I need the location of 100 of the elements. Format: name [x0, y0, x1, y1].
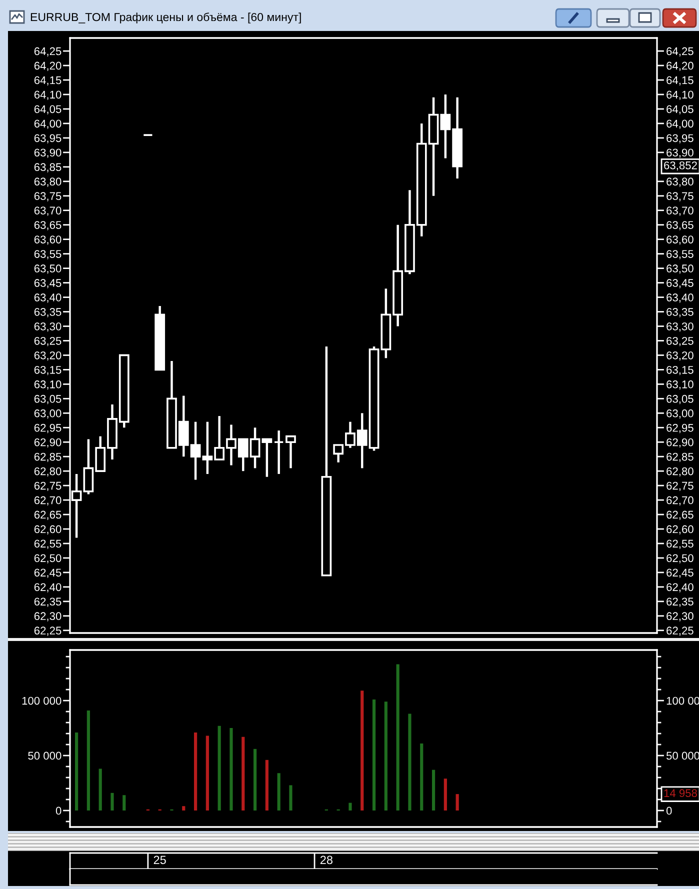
- y2-tick-label: 63,30: [666, 322, 694, 332]
- y-tick-label: 64,20: [34, 62, 62, 71]
- y2-tick-label: 64,20: [666, 62, 694, 71]
- y2-tick-label: 63,10: [666, 380, 694, 390]
- y-tick-label: 62,40: [34, 583, 62, 592]
- y2-tick-label: 63,00: [666, 409, 694, 419]
- y2-tick-label: 62,75: [666, 482, 694, 491]
- y2-tick-label: 63,90: [666, 148, 694, 158]
- bar: [396, 664, 400, 811]
- y2-tick-label: 62,45: [666, 568, 694, 578]
- y2-tick-label: 62,55: [666, 540, 694, 549]
- y-tick-label: 63,05: [34, 394, 62, 404]
- y2-tick-label: 62,95: [666, 424, 694, 434]
- y2-tick-label: 63,55: [666, 250, 694, 260]
- y2-tick-label: 0: [666, 806, 672, 815]
- y-tick-label: 62,55: [34, 540, 62, 549]
- y2-tick-label: 63,50: [666, 264, 694, 274]
- y-tick-label: 63,60: [34, 236, 62, 245]
- y2-tick-label: 63,95: [666, 134, 694, 144]
- bar: [384, 702, 388, 811]
- bar: [277, 773, 280, 811]
- bar: [348, 802, 352, 811]
- bar: [289, 785, 292, 811]
- y2-tick-label: 62,35: [666, 598, 694, 607]
- x-tick-label: 28: [320, 856, 332, 864]
- y2-tick-label: 63,35: [666, 308, 694, 318]
- y-tick-label: 62,75: [34, 482, 62, 491]
- bar: [265, 760, 268, 811]
- y2-tick-label: 64,15: [666, 76, 694, 86]
- text: 14 958: [664, 789, 697, 798]
- y-tick-label: 63,25: [34, 336, 62, 346]
- y-tick-label: 63,50: [34, 264, 62, 274]
- bar: [98, 768, 102, 811]
- y-tick-label: 63,70: [34, 206, 62, 216]
- bar: [253, 748, 257, 811]
- bar: [75, 732, 78, 811]
- bar: [420, 743, 424, 811]
- y2-tick-label: 62,40: [666, 583, 694, 592]
- candlestick: [286, 435, 296, 470]
- y-tick-label: 63,20: [34, 351, 62, 361]
- y2-tick-label: 63,25: [666, 336, 694, 346]
- y-tick-label: 63,75: [34, 192, 62, 202]
- bar: [456, 794, 459, 811]
- y-tick-label: 63,65: [34, 221, 62, 230]
- y-tick-label: 62,45: [34, 568, 62, 578]
- y-tick-label: 64,10: [34, 90, 62, 100]
- y-tick-label: 62,50: [34, 554, 62, 564]
- y-tick-label: 62,95: [34, 424, 62, 434]
- y2-tick-label: 64,10: [666, 90, 694, 100]
- y-tick-label: 63,40: [34, 294, 62, 303]
- y-tick-label: 62,85: [34, 452, 62, 462]
- y-tick-label: 64,05: [34, 105, 62, 114]
- y2-tick-label: 62,85: [666, 452, 694, 462]
- y2-tick-label: 62,25: [666, 626, 694, 636]
- bar: [182, 806, 186, 811]
- y-tick-label: 100 000: [22, 696, 62, 705]
- y2-tick-label: 63,80: [666, 178, 694, 187]
- y-tick-label: 62,30: [34, 612, 62, 622]
- y2-tick-label: 63,75: [666, 192, 694, 202]
- x-tick-label: 25: [154, 856, 166, 864]
- y2-tick-label: 63,40: [666, 294, 694, 303]
- bar: [206, 736, 209, 811]
- y2-tick-label: 63,60: [666, 236, 694, 245]
- y2-tick-label: 62,60: [666, 525, 694, 534]
- bar: [242, 736, 245, 811]
- candlestick: [274, 429, 284, 476]
- y-tick-label: 63,15: [34, 366, 62, 376]
- y2-tick-label: 63,05: [666, 394, 694, 404]
- y2-tick-label: 63,70: [666, 206, 694, 216]
- y-tick-label: 62,90: [34, 438, 62, 448]
- y2-tick-label: 62,50: [666, 554, 694, 564]
- y2-tick-label: 64,00: [666, 120, 694, 129]
- y2-tick-label: 62,30: [666, 612, 694, 622]
- bar: [408, 714, 412, 811]
- y-tick-label: 0: [56, 806, 62, 815]
- y-tick-label: 64,25: [34, 47, 62, 56]
- y2-tick-label: 63,20: [666, 351, 694, 361]
- bar: [194, 732, 198, 811]
- y2-tick-label: 63,45: [666, 279, 694, 288]
- y-tick-label: 63,90: [34, 148, 62, 158]
- y2-tick-label: 62,70: [666, 496, 694, 506]
- bar: [110, 792, 114, 811]
- bar: [122, 795, 126, 811]
- y2-tick-label: 64,25: [666, 47, 694, 56]
- y-tick-label: 63,95: [34, 134, 62, 144]
- y-tick-label: 62,65: [34, 510, 62, 520]
- y2-tick-label: 64,05: [666, 105, 694, 114]
- bar: [218, 726, 221, 811]
- y-tick-label: 63,00: [34, 409, 62, 419]
- bar: [230, 728, 233, 811]
- y-tick-label: 63,30: [34, 322, 62, 332]
- y2-tick-label: 62,90: [666, 438, 694, 448]
- y-tick-label: 62,35: [34, 598, 62, 607]
- y2-tick-label: 63,65: [666, 221, 694, 230]
- y-tick-label: 64,15: [34, 76, 62, 86]
- y-tick-label: 63,55: [34, 250, 62, 260]
- bar: [372, 699, 376, 811]
- y-tick-label: 62,60: [34, 525, 62, 534]
- y-tick-label: 64,00: [34, 120, 62, 129]
- y2-tick-label: 62,80: [666, 467, 694, 477]
